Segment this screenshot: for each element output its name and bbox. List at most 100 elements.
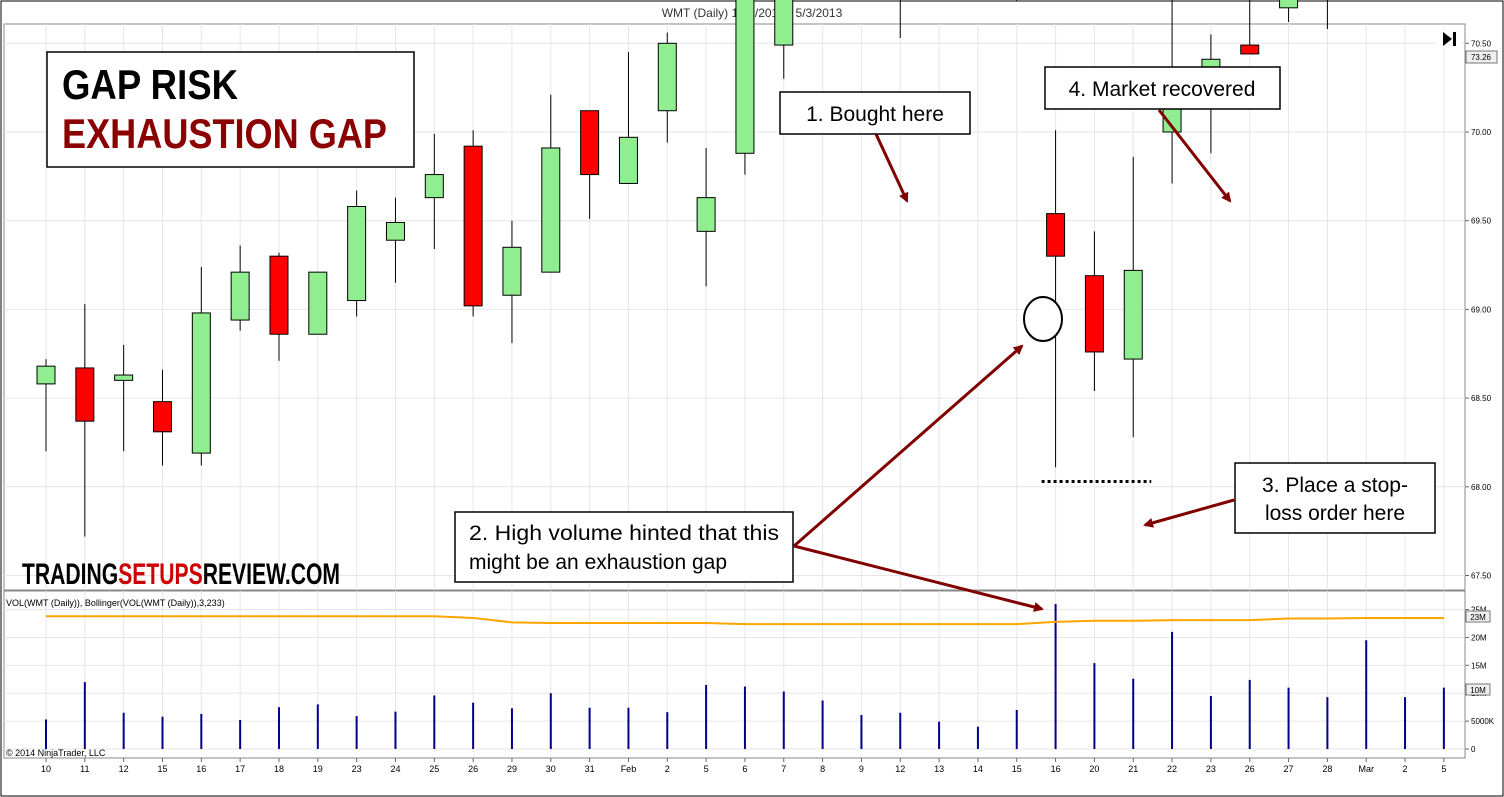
arrow-stoploss xyxy=(1143,498,1235,528)
candle-body xyxy=(1240,44,1260,55)
last-price-badge xyxy=(1465,50,1498,64)
x-tick-label: 31 xyxy=(585,764,595,774)
x-tick-label: 14 xyxy=(973,764,983,774)
volume-band-label: 23M xyxy=(1470,613,1486,622)
candle-body xyxy=(1046,213,1066,257)
y-tick-label: 67.50 xyxy=(1471,572,1492,581)
annotation-bought: 1. Bought here xyxy=(779,91,971,135)
x-tick-label: 16 xyxy=(1051,764,1061,774)
y-tick-label: 68.50 xyxy=(1471,394,1492,403)
x-tick-label: 17 xyxy=(235,764,245,774)
x-tick-label: 26 xyxy=(468,764,478,774)
svg-text:loss order here: loss order here xyxy=(1265,502,1405,525)
svg-text:1. Bought here: 1. Bought here xyxy=(806,103,944,126)
x-tick-label: 24 xyxy=(390,764,400,774)
indicator-label: VOL(WMT (Daily)), Bollinger(VOL(WMT (Dai… xyxy=(6,598,225,608)
scroll-to-end-button[interactable] xyxy=(1436,29,1462,49)
svg-text:3. Place a stop-: 3. Place a stop- xyxy=(1262,474,1408,497)
candle-body xyxy=(1084,275,1104,353)
annotation-recovered: 4. Market recovered xyxy=(1044,66,1281,110)
x-tick-label: 26 xyxy=(1245,764,1255,774)
candle-body xyxy=(114,374,134,381)
arrow-recovered xyxy=(1157,109,1232,203)
copyright: © 2014 NinjaTrader, LLC xyxy=(6,748,106,758)
candle-body xyxy=(463,145,483,307)
candle-body xyxy=(618,136,638,184)
x-tick-label: 5 xyxy=(1441,764,1446,774)
candle-body xyxy=(385,221,405,241)
candle-body xyxy=(735,0,755,154)
candle-body xyxy=(308,271,328,335)
candle-body xyxy=(75,367,95,422)
svg-text:might be an exhaustion gap: might be an exhaustion gap xyxy=(469,551,727,574)
candle-body xyxy=(424,174,444,199)
volume-last-label: 10M xyxy=(1470,686,1486,695)
x-tick-label: 12 xyxy=(895,764,905,774)
y-tick-label: 70.00 xyxy=(1471,128,1492,137)
x-tick-label: 27 xyxy=(1284,764,1294,774)
bollinger-band xyxy=(46,615,1444,626)
x-tick-label: 19 xyxy=(313,764,323,774)
candle-body xyxy=(36,365,56,385)
candle-body xyxy=(269,255,289,335)
volume-tick-label: 25M xyxy=(1471,606,1487,615)
x-tick-label: Feb xyxy=(621,764,637,774)
candle-body xyxy=(502,246,522,296)
x-tick-label: 9 xyxy=(859,764,864,774)
arrow-bought xyxy=(874,133,909,203)
x-tick-label: 16 xyxy=(196,764,206,774)
x-tick-label: 22 xyxy=(1167,764,1177,774)
annotation-arrows xyxy=(793,109,1235,612)
x-tick-label: 15 xyxy=(1012,764,1022,774)
y-tick-label: 69.50 xyxy=(1471,217,1492,226)
candle-body xyxy=(1279,0,1299,9)
x-tick-label: 28 xyxy=(1322,764,1332,774)
volume-tick-label: 20M xyxy=(1471,633,1487,642)
x-tick-label: 25 xyxy=(429,764,439,774)
last-price-label: 73.26 xyxy=(1471,53,1492,62)
candle-body xyxy=(657,42,677,112)
x-tick-label: 18 xyxy=(274,764,284,774)
x-tick-label: 30 xyxy=(546,764,556,774)
annotation-stoploss: 3. Place a stop- loss order here xyxy=(1234,462,1436,534)
gap-circle xyxy=(1023,296,1063,342)
x-tick-label: 12 xyxy=(119,764,129,774)
play-end-icon xyxy=(1443,32,1452,46)
y-tick-label: 70.50 xyxy=(1471,39,1492,48)
badge-line1: GAP RISK xyxy=(62,61,238,108)
x-tick-label: 11 xyxy=(80,764,89,774)
candle-body xyxy=(696,197,716,232)
date-axis: 10 11 12 15 16 17 18 19 23 24 25 26 29 30 31 Feb 2 5 6 7 8 9 1… xyxy=(4,757,1465,774)
candle-body xyxy=(152,401,172,433)
price-axis: 67.5068.0068.5069.0069.5070.0070.5071.00… xyxy=(1465,39,1492,581)
candle-body xyxy=(191,312,211,454)
svg-text:2. High volume hinted that thi: 2. High volume hinted that this xyxy=(469,522,779,545)
candle-body xyxy=(347,206,367,302)
x-tick-label: 2 xyxy=(1403,764,1408,774)
volume-tick-label: 15M xyxy=(1471,661,1487,670)
y-tick-label: 69.00 xyxy=(1471,305,1492,314)
title-badge: GAP RISK EXHAUSTION GAP xyxy=(46,51,415,168)
x-tick-label: 15 xyxy=(157,764,167,774)
volume-band-badge xyxy=(1465,610,1491,623)
volume-last-badge xyxy=(1465,683,1491,696)
y-tick-label: 68.00 xyxy=(1471,483,1492,492)
x-tick-label: 21 xyxy=(1128,764,1138,774)
x-tick-label: 10 xyxy=(41,764,51,774)
candle-body xyxy=(1123,269,1143,360)
x-tick-label: 13 xyxy=(934,764,944,774)
arrow-volume xyxy=(793,544,1044,612)
x-tick-label: 23 xyxy=(1206,764,1216,774)
candle-body xyxy=(541,147,561,273)
volume-tick-label: 0 xyxy=(1471,745,1476,754)
x-tick-label: 6 xyxy=(742,764,747,774)
volume-series xyxy=(45,604,1445,749)
x-tick-label: 8 xyxy=(820,764,825,774)
watermark: TRADINGSETUPSREVIEW.COM xyxy=(22,558,340,591)
x-tick-label: 20 xyxy=(1089,764,1099,774)
x-tick-label: 23 xyxy=(352,764,362,774)
x-tick-label: 5 xyxy=(704,764,709,774)
reference-lines xyxy=(1041,479,1152,483)
